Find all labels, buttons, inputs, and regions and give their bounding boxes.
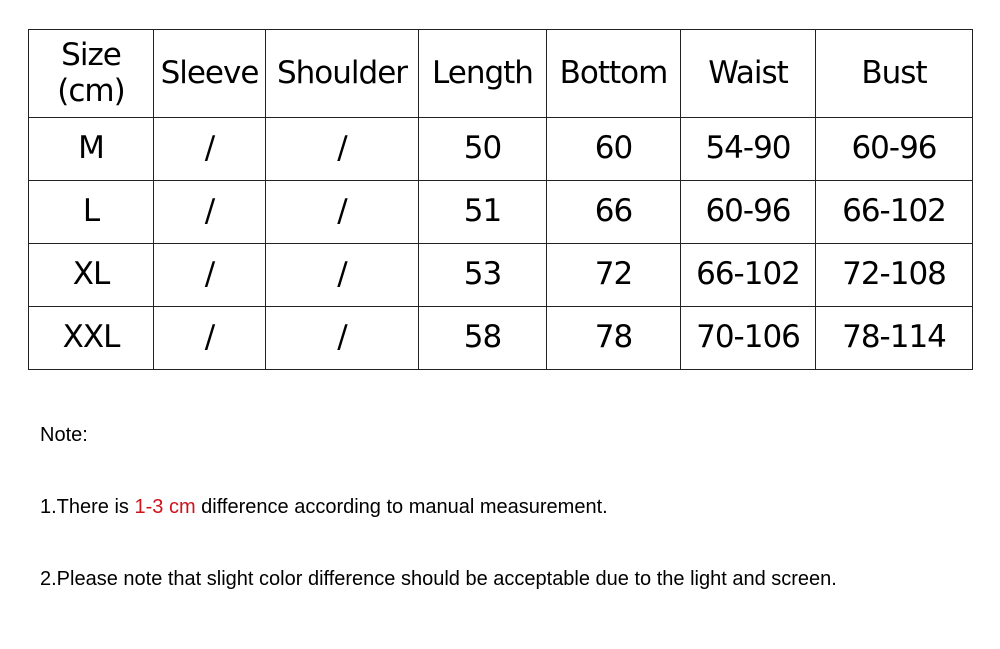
table-row: M //50 60 54-90 60-96 <box>28 117 973 181</box>
header-row: Size (cm) Sleeve Shoulder Length Bottom Waist B… <box>28 29 973 118</box>
table-row: XL //53 72 66-102 72-108 <box>28 243 973 307</box>
table-cell: XXL <box>28 306 154 370</box>
table-cell: / <box>153 306 266 370</box>
table-cell: 53 <box>418 243 547 307</box>
table-cell: / <box>153 117 266 181</box>
table-cell: 78 <box>546 306 681 370</box>
table-cell: 78-114 <box>815 306 973 370</box>
table-cell: / <box>153 180 266 244</box>
table-cell: 66-102 <box>815 180 973 244</box>
size-chart-table: Size (cm) Sleeve Shoulder Length Bottom Waist B… <box>28 29 973 370</box>
note-line-1-prefix: 1.There is <box>40 496 135 518</box>
table-row: XXL //58 78 70-106 78-114 <box>28 306 973 370</box>
table-cell: 60 <box>546 117 681 181</box>
table-cell: / <box>265 117 419 181</box>
table-cell: XL <box>28 243 154 307</box>
table-cell: / <box>265 306 419 370</box>
header-cell: Bust <box>815 29 973 118</box>
header-cell: Waist <box>680 29 816 118</box>
table-cell: 54-90 <box>680 117 816 181</box>
header-cell: Length <box>418 29 547 118</box>
table-cell: 72-108 <box>815 243 973 307</box>
table-cell: L <box>28 180 154 244</box>
header-cell: Bottom <box>546 29 681 118</box>
table-cell: 66 <box>546 180 681 244</box>
header-cell: Shoulder <box>265 29 419 118</box>
table-cell: / <box>153 243 266 307</box>
table-row: L //51 66 60-96 66-102 <box>28 180 973 244</box>
table-cell: 51 <box>418 180 547 244</box>
header-cell: Sleeve <box>153 29 266 118</box>
table-cell: 60-96 <box>680 180 816 244</box>
table-cell: / <box>265 243 419 307</box>
note-line-2: 2.Please note that slight color differen… <box>40 568 837 590</box>
table-cell: 72 <box>546 243 681 307</box>
header-cell: Size (cm) <box>28 29 154 118</box>
table-cell: M <box>28 117 154 181</box>
table-cell: 58 <box>418 306 547 370</box>
note-line-1-suffix: difference according to manual measureme… <box>195 496 608 518</box>
table-cell: 66-102 <box>680 243 816 307</box>
table-cell: 60-96 <box>815 117 973 181</box>
table-cell: / <box>265 180 419 244</box>
note-highlight: 1-3 cm <box>134 496 196 518</box>
table-cell: 70-106 <box>680 306 816 370</box>
note-line-1: 1.There is 1-3 cm difference according t… <box>40 496 608 519</box>
table-cell: 50 <box>418 117 547 181</box>
note-title: Note: <box>40 424 88 446</box>
